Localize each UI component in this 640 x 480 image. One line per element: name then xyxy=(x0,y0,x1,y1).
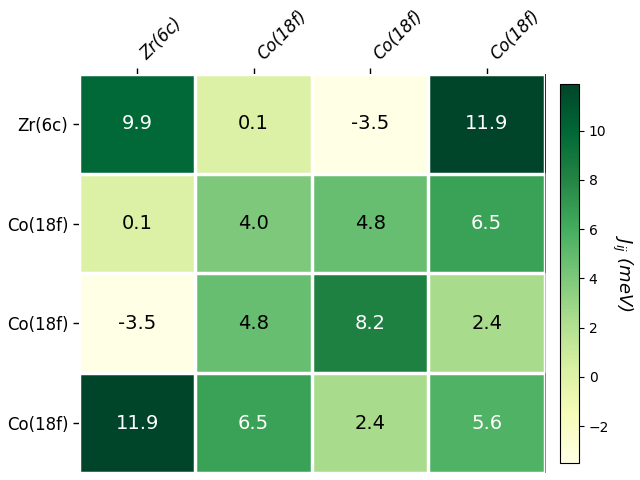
Text: -3.5: -3.5 xyxy=(118,314,156,333)
Y-axis label: $J_{ij}$ (meV): $J_{ij}$ (meV) xyxy=(610,235,634,312)
Text: -3.5: -3.5 xyxy=(351,114,389,133)
Text: 2.4: 2.4 xyxy=(355,414,386,432)
Text: 11.9: 11.9 xyxy=(115,414,159,432)
Text: 8.2: 8.2 xyxy=(355,314,386,333)
Text: 4.0: 4.0 xyxy=(238,214,269,233)
Text: 0.1: 0.1 xyxy=(122,214,152,233)
Text: 4.8: 4.8 xyxy=(238,314,269,333)
Text: 5.6: 5.6 xyxy=(471,414,502,432)
Text: 9.9: 9.9 xyxy=(122,114,152,133)
Text: 0.1: 0.1 xyxy=(238,114,269,133)
Text: 2.4: 2.4 xyxy=(471,314,502,333)
Text: 11.9: 11.9 xyxy=(465,114,508,133)
Text: 6.5: 6.5 xyxy=(471,214,502,233)
Text: 4.8: 4.8 xyxy=(355,214,386,233)
Text: 6.5: 6.5 xyxy=(238,414,269,432)
